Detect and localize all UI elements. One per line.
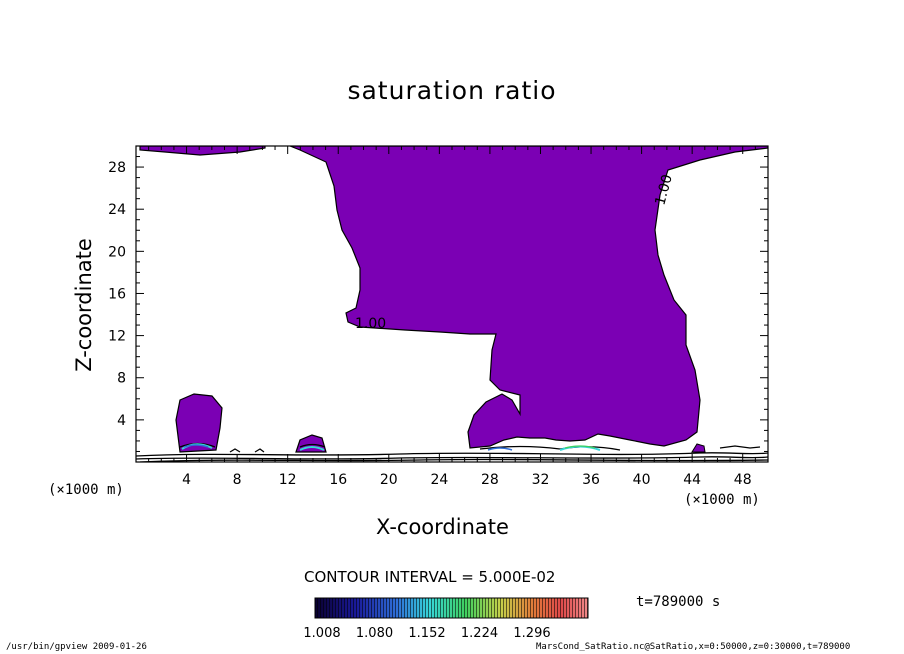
colorbar-tick-label: 1.008 [303,626,340,641]
x-tick-label: 48 [734,472,752,488]
colorbar-tick-label: 1.152 [408,626,445,641]
saturated-region-blob-45 [691,443,706,453]
x-tick-label: 40 [633,472,651,488]
x-tick-label: 20 [380,472,398,488]
contour-interval: CONTOUR INTERVAL = 5.000E-02 [304,568,556,586]
colorbar [314,597,589,619]
colorbar-tick-label: 1.296 [513,626,550,641]
y-tick-label: 28 [108,160,126,176]
y-tick-label: 20 [108,244,126,260]
x-axis-unit-left: (×1000 m) [48,482,124,498]
chart-title: saturation ratio [347,76,557,105]
saturated-region-main [289,146,768,449]
x-tick-label: 12 [279,472,297,488]
contour-label: 1.00 [652,173,676,207]
x-tick-label: 24 [430,472,448,488]
y-tick-label: 8 [117,371,126,387]
x-tick-label: 8 [233,472,242,488]
x-tick-label: 16 [329,472,347,488]
x-axis-label: X-coordinate [376,515,509,539]
y-tick-label: 24 [108,202,126,218]
footer-left: /usr/bin/gpview 2009-01-26 [6,642,147,652]
colorbar-tick-label: 1.080 [356,626,393,641]
x-tick-label: 44 [683,472,701,488]
y-tick-label: 12 [108,329,126,345]
x-tick-label: 36 [582,472,600,488]
footer-right: MarsCond_SatRatio.nc@SatRatio,x=0:50000,… [536,642,851,652]
x-axis-unit-right: (×1000 m) [684,492,760,508]
contour-label: 1.00 [355,316,386,332]
saturated-region-top-left [139,146,266,156]
x-tick-label: 32 [532,472,550,488]
colorbar-tick-label: 1.224 [461,626,498,641]
y-tick-label: 4 [117,413,126,429]
high-saturation-patches [181,443,601,451]
y-axis-label: Z-coordinate [72,238,96,372]
colorbar-tick-labels: 1.008 1.080 1.152 1.224 1.296 [303,626,550,641]
x-tick-label: 28 [481,472,499,488]
x-tick-label: 4 [182,472,191,488]
time-label: t=789000 s [636,594,721,610]
saturated-region-blob-4 [175,393,223,453]
y-tick-label: 16 [108,286,126,302]
